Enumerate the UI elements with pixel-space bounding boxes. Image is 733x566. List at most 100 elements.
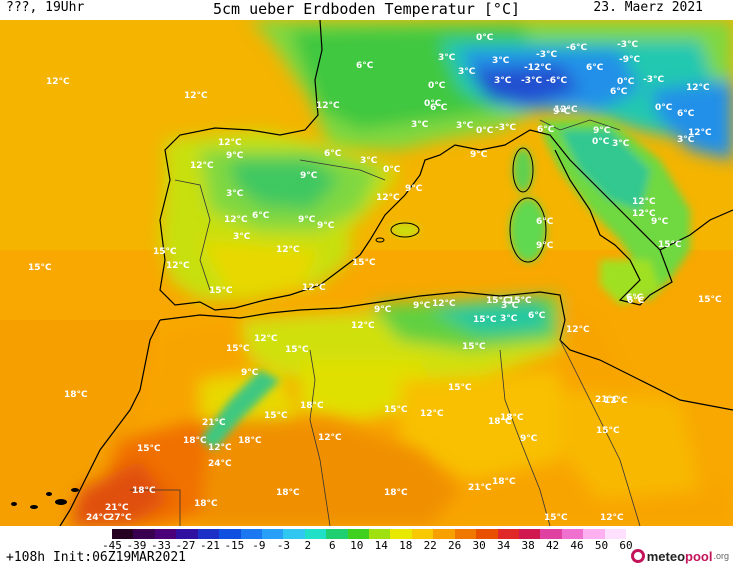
temperature-label: 15°C <box>226 344 250 354</box>
scale-color-swatch <box>476 529 498 539</box>
temperature-label: -3°C <box>643 75 664 85</box>
temperature-label: 12°C <box>224 215 248 225</box>
temperature-label: 3°C <box>360 156 378 166</box>
temperature-label: 21°C <box>595 395 619 405</box>
temperature-label: 12°C <box>218 138 242 148</box>
temperature-label: 21°C <box>105 503 129 513</box>
temperature-label: 18°C <box>488 417 512 427</box>
coastlines <box>59 20 733 526</box>
temperature-label: 15°C <box>508 296 532 306</box>
temperature-label: 12°C <box>432 299 456 309</box>
scale-color-swatch <box>154 529 177 539</box>
temperature-label: 0°C <box>655 103 673 113</box>
temperature-label: 18°C <box>183 436 207 446</box>
temperature-label: 24°C <box>86 513 110 523</box>
temperature-label: 0°C <box>383 165 401 175</box>
canary-islands <box>11 488 79 509</box>
temperature-label: 6°C <box>537 125 555 135</box>
temperature-label: 3°C <box>411 120 429 130</box>
logo-text-main: meteo <box>646 548 686 564</box>
temperature-label: 3°C <box>500 314 518 324</box>
iberia-region <box>160 130 400 300</box>
temperature-label: 12°C <box>632 209 656 219</box>
scale-tick-label: -15 <box>224 539 245 552</box>
scale-color-swatch <box>604 529 627 539</box>
logo-icon <box>630 549 645 563</box>
temperature-label: 6°C <box>536 217 554 227</box>
temperature-label: 9°C <box>374 305 392 315</box>
temperature-label: 0°C <box>428 81 446 91</box>
temperature-label: 6°C <box>430 103 448 113</box>
temperature-label: 18°C <box>384 488 408 498</box>
temperature-label: 12°C <box>208 443 232 453</box>
temperature-label: -6°C <box>546 76 567 86</box>
temperature-label: 9°C <box>553 107 571 117</box>
temperature-label: 9°C <box>405 184 423 194</box>
scale-color-swatch <box>583 529 605 539</box>
temperature-label: 9°C <box>317 221 335 231</box>
scale-tick-label: -33 <box>151 539 171 552</box>
temperature-label: 15°C <box>462 342 486 352</box>
logo-text-accent: pool <box>685 548 713 564</box>
temperature-label: 9°C <box>300 171 318 181</box>
temperature-label: 12°C <box>420 409 444 419</box>
scale-tick-label: 14 <box>374 539 388 552</box>
temperature-label: 12°C <box>686 83 710 93</box>
temperature-label: 15°C <box>137 444 161 454</box>
scale-color-swatch <box>497 529 520 539</box>
temperature-label: 0°C <box>617 77 635 87</box>
scale-tick-label: -27 <box>175 539 196 552</box>
temperature-label: 18°C <box>194 499 218 509</box>
temperature-label: 9°C <box>520 434 538 444</box>
temperature-label: 15°C <box>384 405 408 415</box>
temperature-label: 9°C <box>536 241 554 251</box>
scale-tick-label: 50 <box>594 539 609 552</box>
scale-tick-label: 10 <box>350 539 364 552</box>
temperature-label: 3°C <box>501 301 519 311</box>
atlas-mountains <box>200 370 280 450</box>
scale-tick-label: 34 <box>496 539 511 552</box>
temperature-label: 12°C <box>316 101 340 111</box>
scale-tick-label: -9 <box>252 539 266 552</box>
temperature-label: 6°C <box>610 87 628 97</box>
scale-color-swatch <box>454 529 477 539</box>
temperature-label: 3°C <box>677 135 695 145</box>
scale-color-swatch <box>283 529 305 539</box>
temperature-label: 18°C <box>300 401 324 411</box>
temperature-label: 3°C <box>492 56 510 66</box>
temperature-label: 12°C <box>566 325 590 335</box>
temperature-label: 18°C <box>492 477 516 487</box>
scale-color-swatch <box>304 529 327 539</box>
meteopool-logo[interactable]: meteo pool .org <box>630 547 729 565</box>
logo-text-suffix: .org <box>713 551 729 561</box>
temperature-label: 15°C <box>352 258 376 268</box>
temperature-label: 15°C <box>209 286 233 296</box>
scale-tick-label: 60 <box>619 539 633 552</box>
temperature-label: 9°C <box>651 217 669 227</box>
sahara-hot-region <box>70 420 460 526</box>
temperature-label: -3°C <box>536 50 557 60</box>
scale-tick-label: -21 <box>199 539 220 552</box>
scale-tick-label: 26 <box>448 539 462 552</box>
scale-color-swatch <box>369 529 391 539</box>
scale-color-swatch <box>519 529 541 539</box>
temperature-label: 24°C <box>208 459 232 469</box>
temperature-label: 0°C <box>424 99 442 109</box>
temperature-label: 15°C <box>264 411 288 421</box>
temperature-label: 12°C <box>604 396 628 406</box>
scale-tick-label: 46 <box>570 539 584 552</box>
temperature-label: 12°C <box>632 197 656 207</box>
temperature-label: 15°C <box>448 383 472 393</box>
temperature-label: 12°C <box>688 128 712 138</box>
scale-tick-label: -45 <box>102 539 122 552</box>
france-region <box>250 20 733 160</box>
temperature-label: 15°C <box>658 240 682 250</box>
scale-color-swatch <box>433 529 455 539</box>
temperature-label: 6°C <box>356 61 374 71</box>
temperature-label: 15°C <box>698 295 722 305</box>
temperature-label: 9°C <box>226 151 244 161</box>
temperature-label: 3°C <box>226 189 244 199</box>
scale-color-swatch <box>176 529 198 539</box>
temperature-label: 3°C <box>458 67 476 77</box>
scale-color-swatch <box>133 529 155 539</box>
